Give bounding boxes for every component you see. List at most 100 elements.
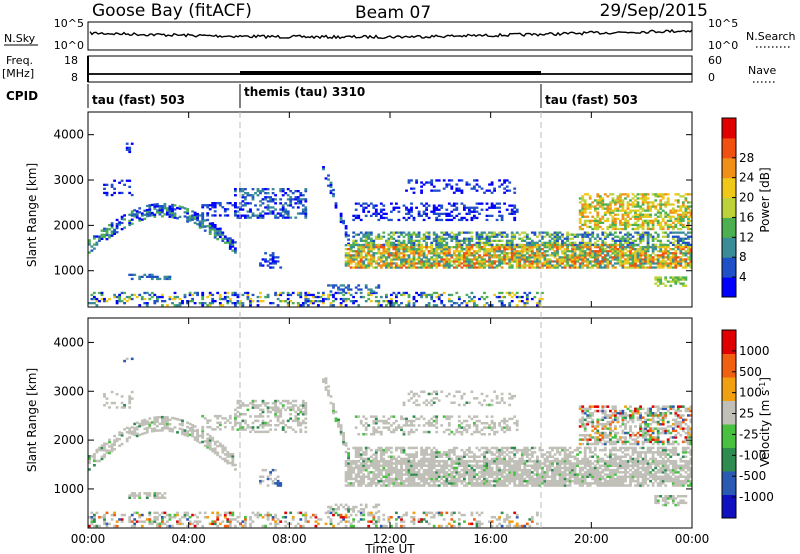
power-cell [669,276,673,279]
power-cell [530,266,534,269]
velocity-cell [234,424,237,427]
velocity-cell [510,460,514,463]
power-cell [432,210,436,213]
power-cell [624,258,627,261]
power-cell [661,254,665,257]
power-cell [344,260,348,263]
power-cell [206,225,210,228]
power-cell [651,235,655,238]
power-cell [390,258,393,261]
velocity-cell [145,496,149,499]
power-cell [327,284,330,287]
velocity-cell [163,422,167,426]
power-cell [332,300,335,303]
power-cell [143,209,147,212]
velocity-cell [390,471,393,474]
power-cell [536,266,539,269]
power-cell [410,244,413,247]
power-cell [520,300,524,303]
power-cell [354,202,358,205]
power-cell [646,197,650,200]
power-cell [515,258,519,261]
velocity-cell [110,443,114,446]
power-cell [440,239,444,242]
power-cell [679,246,683,249]
velocity-cell [289,426,293,429]
velocity-cell [508,466,512,470]
velocity-cell [143,431,147,435]
power-cell [98,235,101,238]
velocity-cell [108,445,111,448]
power-cell [505,239,509,242]
power-cell [251,293,255,297]
velocity-cell [261,410,265,414]
power-cell [369,262,373,265]
velocity-cell [261,426,265,429]
power-cell [156,209,159,212]
velocity-cell [213,414,217,418]
power-cell [616,250,620,253]
power-cell [457,264,461,267]
power-cell [634,217,637,220]
power-cell [508,293,512,297]
velocity-cell [483,462,486,465]
power-cell [596,215,600,218]
power-cell [619,250,622,253]
power-cell [176,206,179,210]
power-cell [676,248,680,251]
velocity-cell [226,453,230,456]
power-cell [244,196,247,199]
power-cell [503,260,506,263]
power-cell [344,233,348,236]
power-cell [145,210,149,214]
power-cell [269,210,272,213]
power-cell [440,237,444,240]
power-cell [488,250,491,253]
power-cell [271,260,275,263]
power-cell [367,297,371,301]
power-cell [367,241,371,244]
power-cell [410,235,413,238]
power-cell [651,252,655,255]
velocity-cell [417,471,421,474]
power-cell [500,218,504,222]
power-cell [619,195,622,198]
power-cell [430,246,434,249]
power-cell [533,295,537,299]
velocity-cell [455,482,459,485]
power-cell [586,246,590,249]
velocity-cell [299,421,303,425]
power-cell [646,215,650,218]
velocity-cell [379,464,383,467]
power-cell [679,278,683,281]
power-cell [382,204,386,207]
power-cell [603,193,607,196]
velocity-cell [274,428,277,431]
velocity-cell [301,421,305,425]
power-cell [385,304,388,307]
power-cell [583,256,587,259]
power-cell [621,243,625,246]
power-cell [211,293,215,297]
power-cell [377,300,381,303]
velocity-cell [470,468,474,472]
power-cell [362,266,366,269]
velocity-cell [294,415,298,418]
power-cell [601,262,605,265]
velocity-cell [279,408,283,412]
power-cell [644,248,647,251]
velocity-cell [473,471,476,474]
power-cell [402,256,406,259]
power-cell [241,188,245,191]
power-cell [619,227,622,231]
power-cell [447,218,451,222]
power-cell [566,235,569,238]
power-cell [536,246,539,249]
power-cell [372,260,376,263]
velocity-cell [234,413,237,416]
power-cell [510,264,514,267]
power-cell [422,239,426,242]
power-cell [546,231,549,234]
velocity-cell [445,475,449,478]
power-cell [309,302,313,305]
